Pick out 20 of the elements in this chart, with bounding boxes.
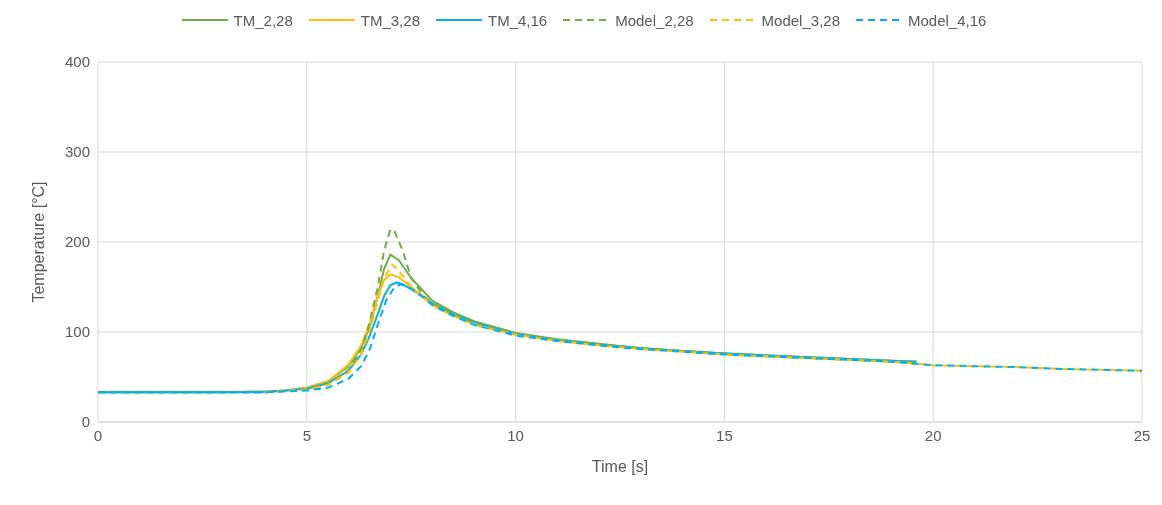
legend-label: Model_4,16 [908, 11, 987, 29]
x-tick-label: 0 [93, 426, 103, 444]
y-tick-label: 300 [64, 143, 90, 161]
y-tick-label: 0 [81, 413, 90, 431]
x-tick-label: 5 [302, 426, 311, 444]
legend-label: TM_2,28 [233, 11, 293, 29]
y-tick-label: 400 [64, 53, 90, 71]
y-tick-label: 200 [64, 233, 90, 251]
x-tick-label: 20 [924, 426, 942, 444]
x-tick-label: 10 [507, 426, 524, 444]
legend-label: TM_3,28 [360, 11, 420, 29]
line-series [264, 263, 1142, 394]
legend-label: TM_4,16 [487, 11, 548, 29]
legend-label: Model_2,28 [615, 11, 694, 29]
y-axis-title: Temperature [°C] [29, 181, 47, 303]
y-tick-label: 100 [64, 323, 90, 341]
legend-label: Model_3,28 [761, 11, 840, 29]
x-tick-label: 25 [1133, 426, 1151, 444]
x-axis-title: Time [s] [591, 458, 649, 475]
x-tick-label: 15 [716, 426, 733, 444]
